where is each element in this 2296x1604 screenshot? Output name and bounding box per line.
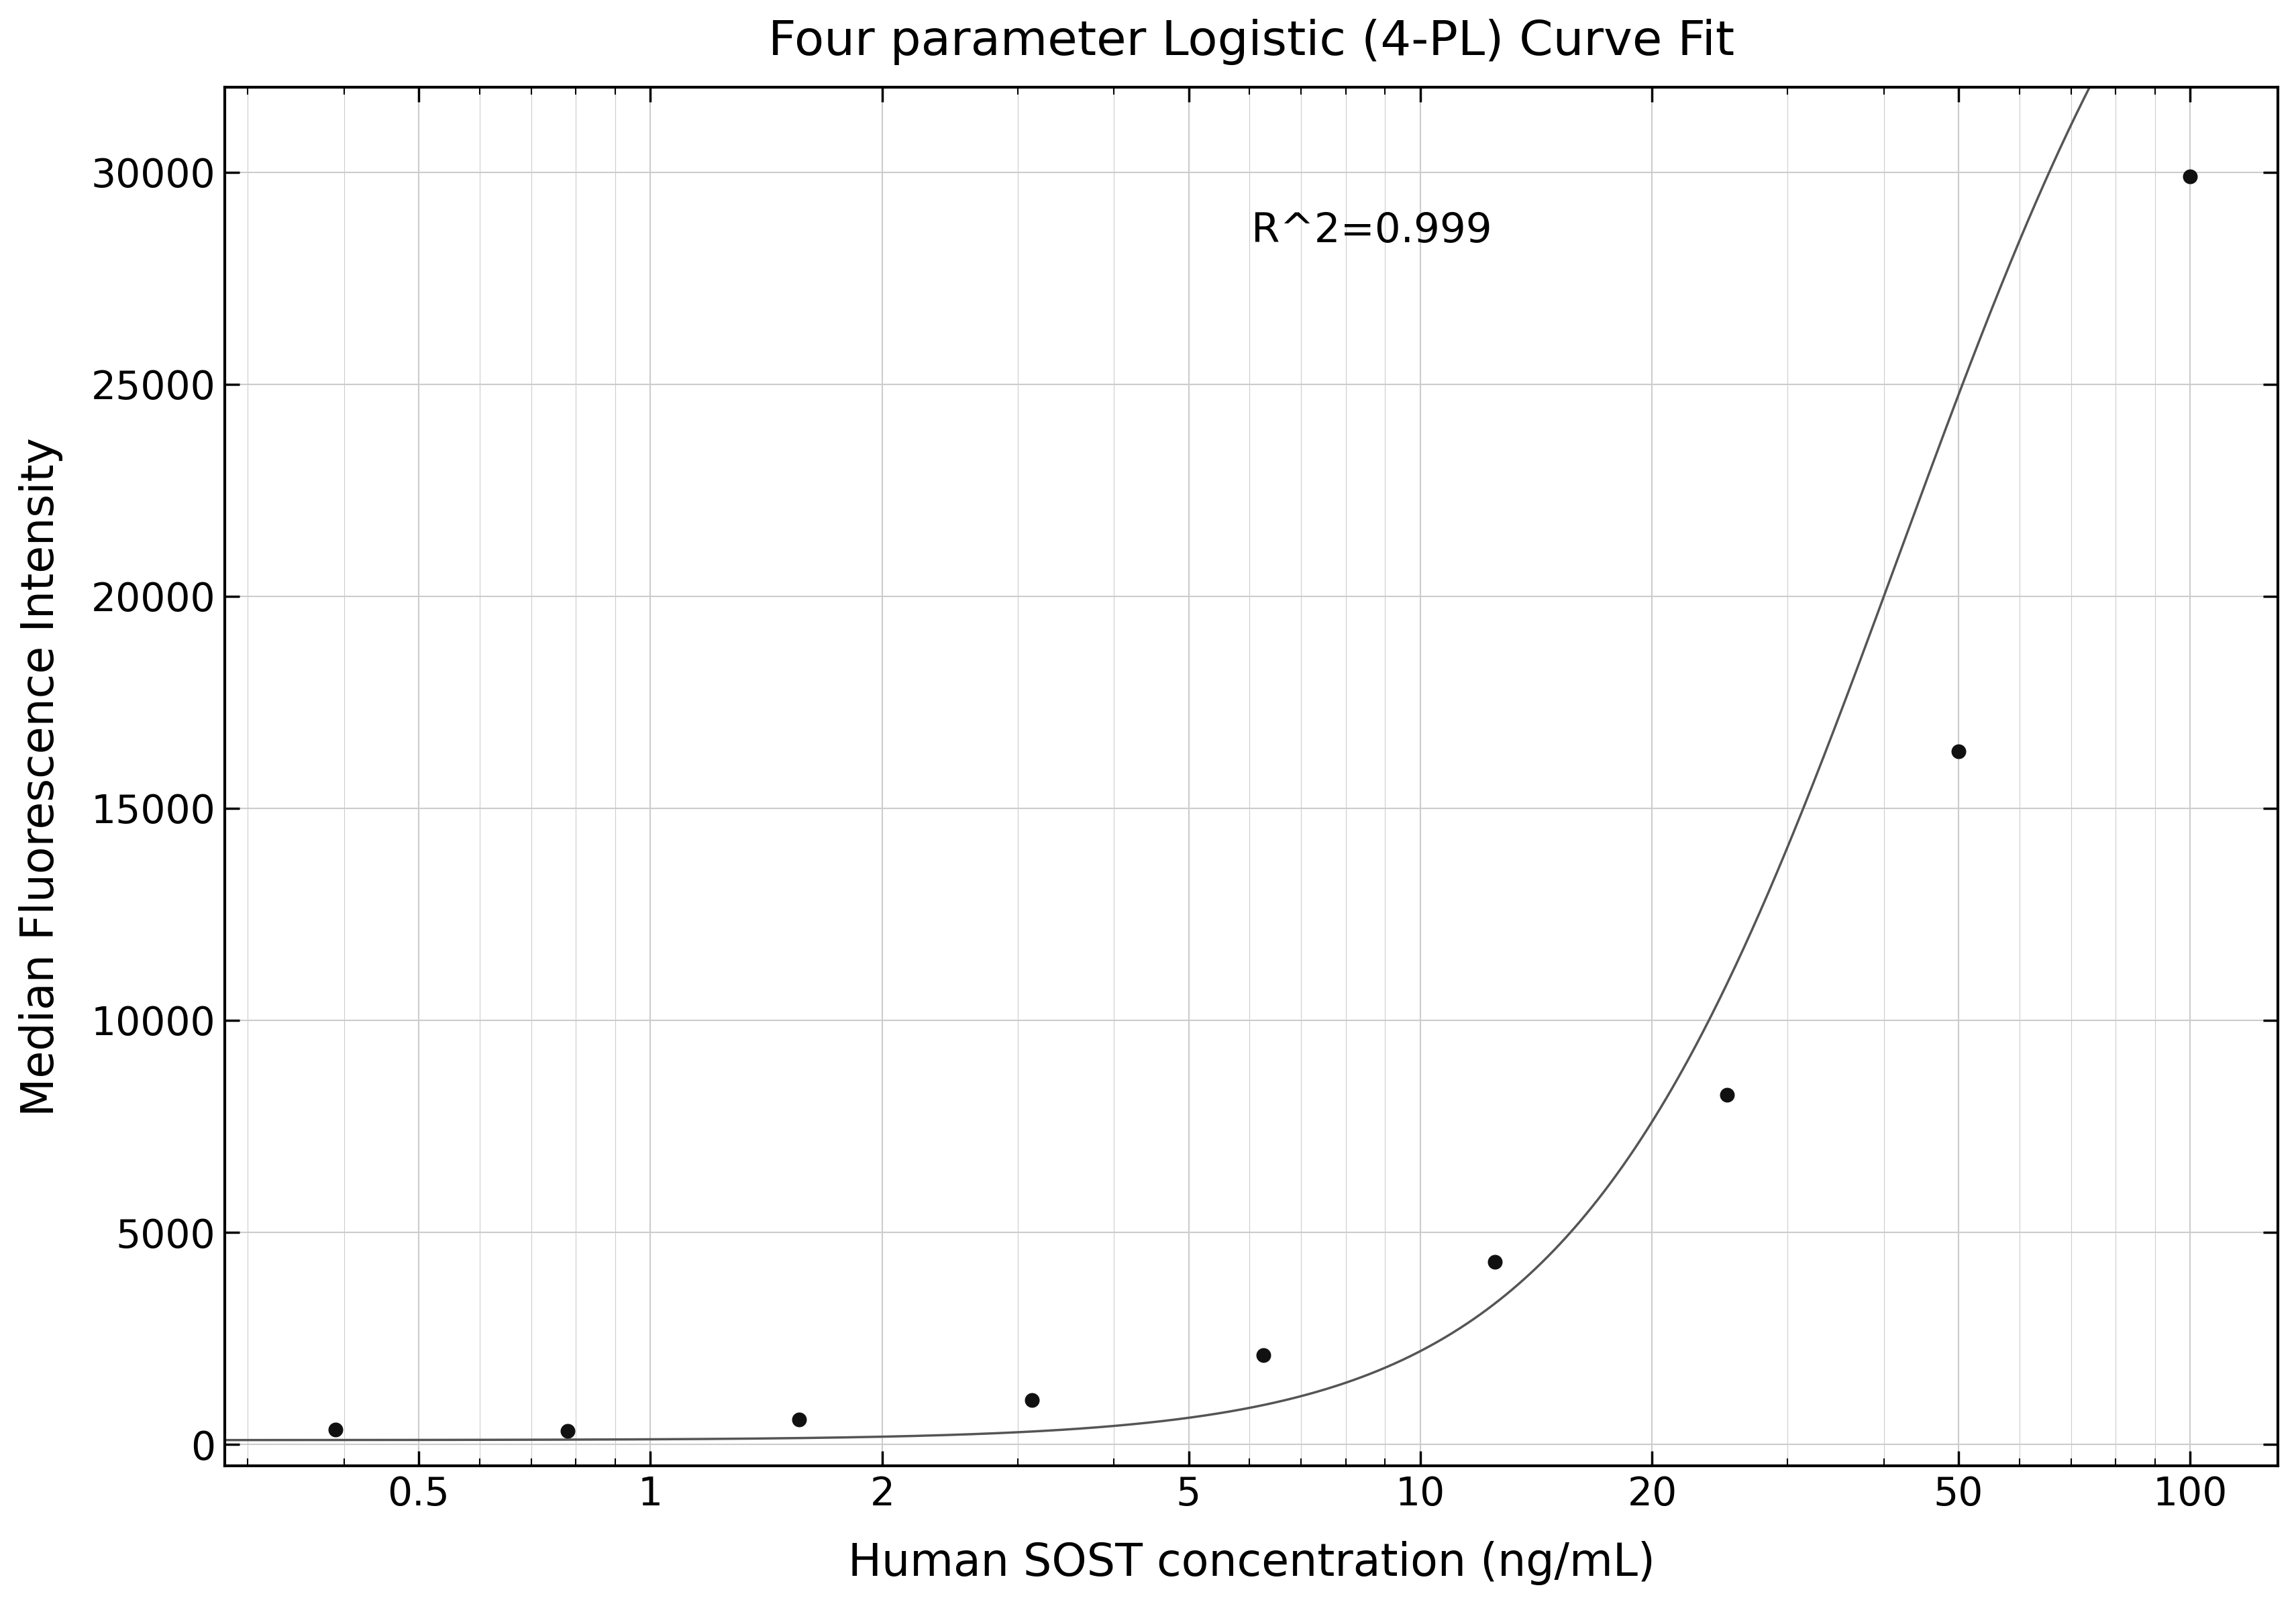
Y-axis label: Median Fluorescence Intensity: Median Fluorescence Intensity [18,436,62,1116]
Title: Four parameter Logistic (4-PL) Curve Fit: Four parameter Logistic (4-PL) Curve Fit [769,19,1733,64]
Point [1708,1081,1745,1107]
Point [1244,1343,1281,1368]
X-axis label: Human SOST concentration (ng/mL): Human SOST concentration (ng/mL) [847,1541,1655,1585]
Point [1476,1250,1513,1275]
Point [1940,738,1977,764]
Point [781,1407,817,1432]
Text: R^2=0.999: R^2=0.999 [1251,212,1492,252]
Point [1013,1387,1049,1413]
Point [2172,164,2209,189]
Point [317,1416,354,1442]
Point [549,1418,585,1444]
